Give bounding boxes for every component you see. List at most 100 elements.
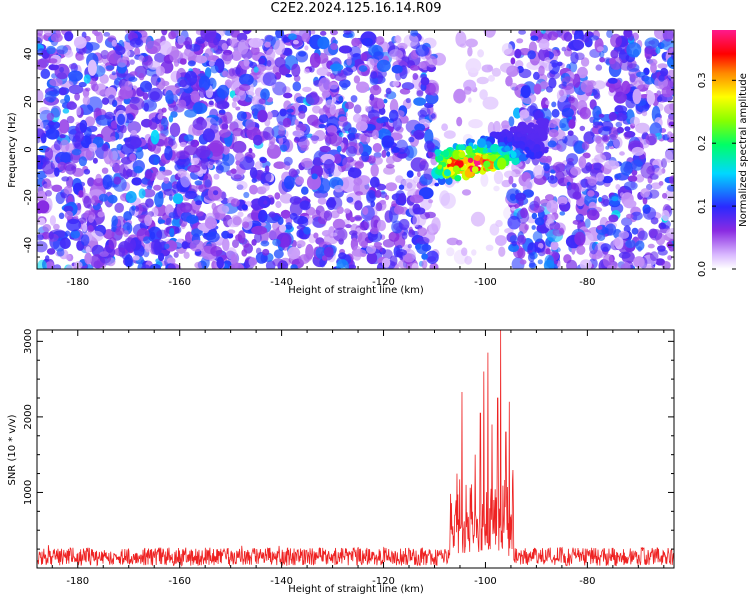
heatmap-signal-cell — [498, 142, 503, 147]
heatmap-cell — [145, 198, 154, 208]
heatmap-cell — [568, 119, 576, 129]
heatmap-cell — [120, 156, 133, 165]
heatmap-cell — [221, 123, 229, 130]
heatmap-cell — [168, 104, 178, 112]
snr-y-ticks: 1000 2000 3000 — [23, 329, 674, 569]
heatmap-cell — [243, 191, 250, 199]
heatmap-cell — [661, 158, 667, 169]
heatmap-cell — [159, 40, 172, 56]
heatmap-cell — [279, 193, 293, 204]
heatmap-cell — [413, 129, 425, 139]
heatmap-cell — [389, 255, 398, 267]
heatmap-cell — [111, 215, 118, 227]
heatmap-cell — [59, 134, 66, 139]
heatmap-cell — [398, 218, 410, 231]
snr-y-axis-label: SNR (10 * v/v) — [7, 414, 18, 485]
heatmap-signal-cell — [544, 146, 549, 151]
heatmap-cell — [237, 39, 249, 55]
heatmap-cell — [654, 167, 664, 176]
heatmap-cell — [568, 61, 578, 73]
heatmap-cell — [217, 84, 230, 99]
heatmap-cell — [210, 246, 223, 257]
heatmap-cell — [232, 216, 243, 226]
heatmap-x-axis-label: Height of straight line (km) — [288, 285, 424, 296]
heatmap-cell — [239, 60, 244, 67]
heatmap-cell — [134, 47, 141, 57]
heatmap-cell — [118, 244, 126, 258]
heatmap-cell — [510, 206, 516, 211]
heatmap-cell — [87, 225, 94, 233]
heatmap-cell — [213, 173, 220, 180]
heatmap-cell — [59, 237, 71, 249]
heatmap-cell — [370, 71, 378, 79]
heatmap-cell — [56, 248, 65, 257]
heatmap-cell — [585, 162, 593, 172]
heatmap-cell — [168, 212, 176, 219]
heatmap-cell — [572, 219, 581, 225]
heatmap-cell — [272, 258, 284, 267]
heatmap-signal-cell — [458, 144, 466, 151]
heatmap-signal-cell — [445, 176, 453, 185]
x-tick-label: -160 — [168, 277, 191, 288]
heatmap-cell — [113, 79, 120, 89]
heatmap-cell — [543, 62, 553, 72]
heatmap-cell — [627, 175, 638, 183]
heatmap-cell — [605, 223, 617, 236]
heatmap-cell — [666, 184, 674, 192]
heatmap-cell — [408, 229, 416, 238]
heatmap-cell — [126, 168, 133, 178]
heatmap-cell — [54, 167, 60, 177]
heatmap-cell — [342, 121, 352, 132]
heatmap-cell — [124, 237, 136, 252]
heatmap-cell — [283, 92, 293, 99]
heatmap-cell — [378, 107, 386, 115]
heatmap-cell — [649, 229, 663, 241]
heatmap-signal-cell — [483, 160, 491, 168]
heatmap-cell — [668, 175, 674, 185]
x-tick-label: -100 — [474, 277, 497, 288]
heatmap-cell — [516, 38, 524, 44]
heatmap-cell — [362, 207, 369, 215]
heatmap-cell — [293, 197, 302, 204]
heatmap-cell — [401, 82, 415, 91]
heatmap-cell — [508, 243, 520, 253]
heatmap-cell — [101, 167, 109, 174]
heatmap-cell — [317, 36, 330, 50]
heatmap-signal-cell — [526, 139, 533, 146]
heatmap-cell — [88, 214, 95, 223]
heatmap-cell — [127, 121, 142, 134]
heatmap-signal-cell — [530, 133, 535, 139]
heatmap-signal-cell — [519, 144, 526, 150]
heatmap-cell — [391, 64, 403, 74]
heatmap-cell — [175, 150, 190, 160]
heatmap-cell — [169, 50, 184, 63]
heatmap-cell — [537, 259, 543, 265]
heatmap-cell — [369, 58, 379, 66]
heatmap-cell — [426, 55, 438, 68]
heatmap-cell — [319, 145, 331, 153]
heatmap-cell — [222, 237, 230, 252]
heatmap-cell — [570, 51, 579, 64]
heatmap-cell — [185, 44, 193, 50]
heatmap-cell — [146, 185, 153, 190]
heatmap-cell — [610, 49, 619, 59]
heatmap-cell — [168, 138, 176, 146]
heatmap-cell — [629, 72, 639, 86]
heatmap-cell — [279, 224, 287, 233]
heatmap-cell — [128, 59, 135, 65]
heatmap-cell — [232, 140, 247, 154]
heatmap-cell — [623, 199, 637, 209]
heatmap-cell — [155, 170, 166, 181]
heatmap-cell — [537, 242, 544, 249]
heatmap-cell — [613, 238, 621, 247]
heatmap-cell — [349, 230, 358, 236]
heatmap-cell — [179, 202, 193, 213]
heatmap-cell — [352, 113, 362, 123]
heatmap-cell — [128, 76, 138, 82]
heatmap-cell — [287, 246, 301, 260]
heatmap-cell — [165, 90, 174, 105]
heatmap-cell — [464, 255, 473, 265]
heatmap-cell — [576, 245, 586, 255]
heatmap-cell — [251, 178, 257, 183]
heatmap-cell — [655, 46, 661, 54]
